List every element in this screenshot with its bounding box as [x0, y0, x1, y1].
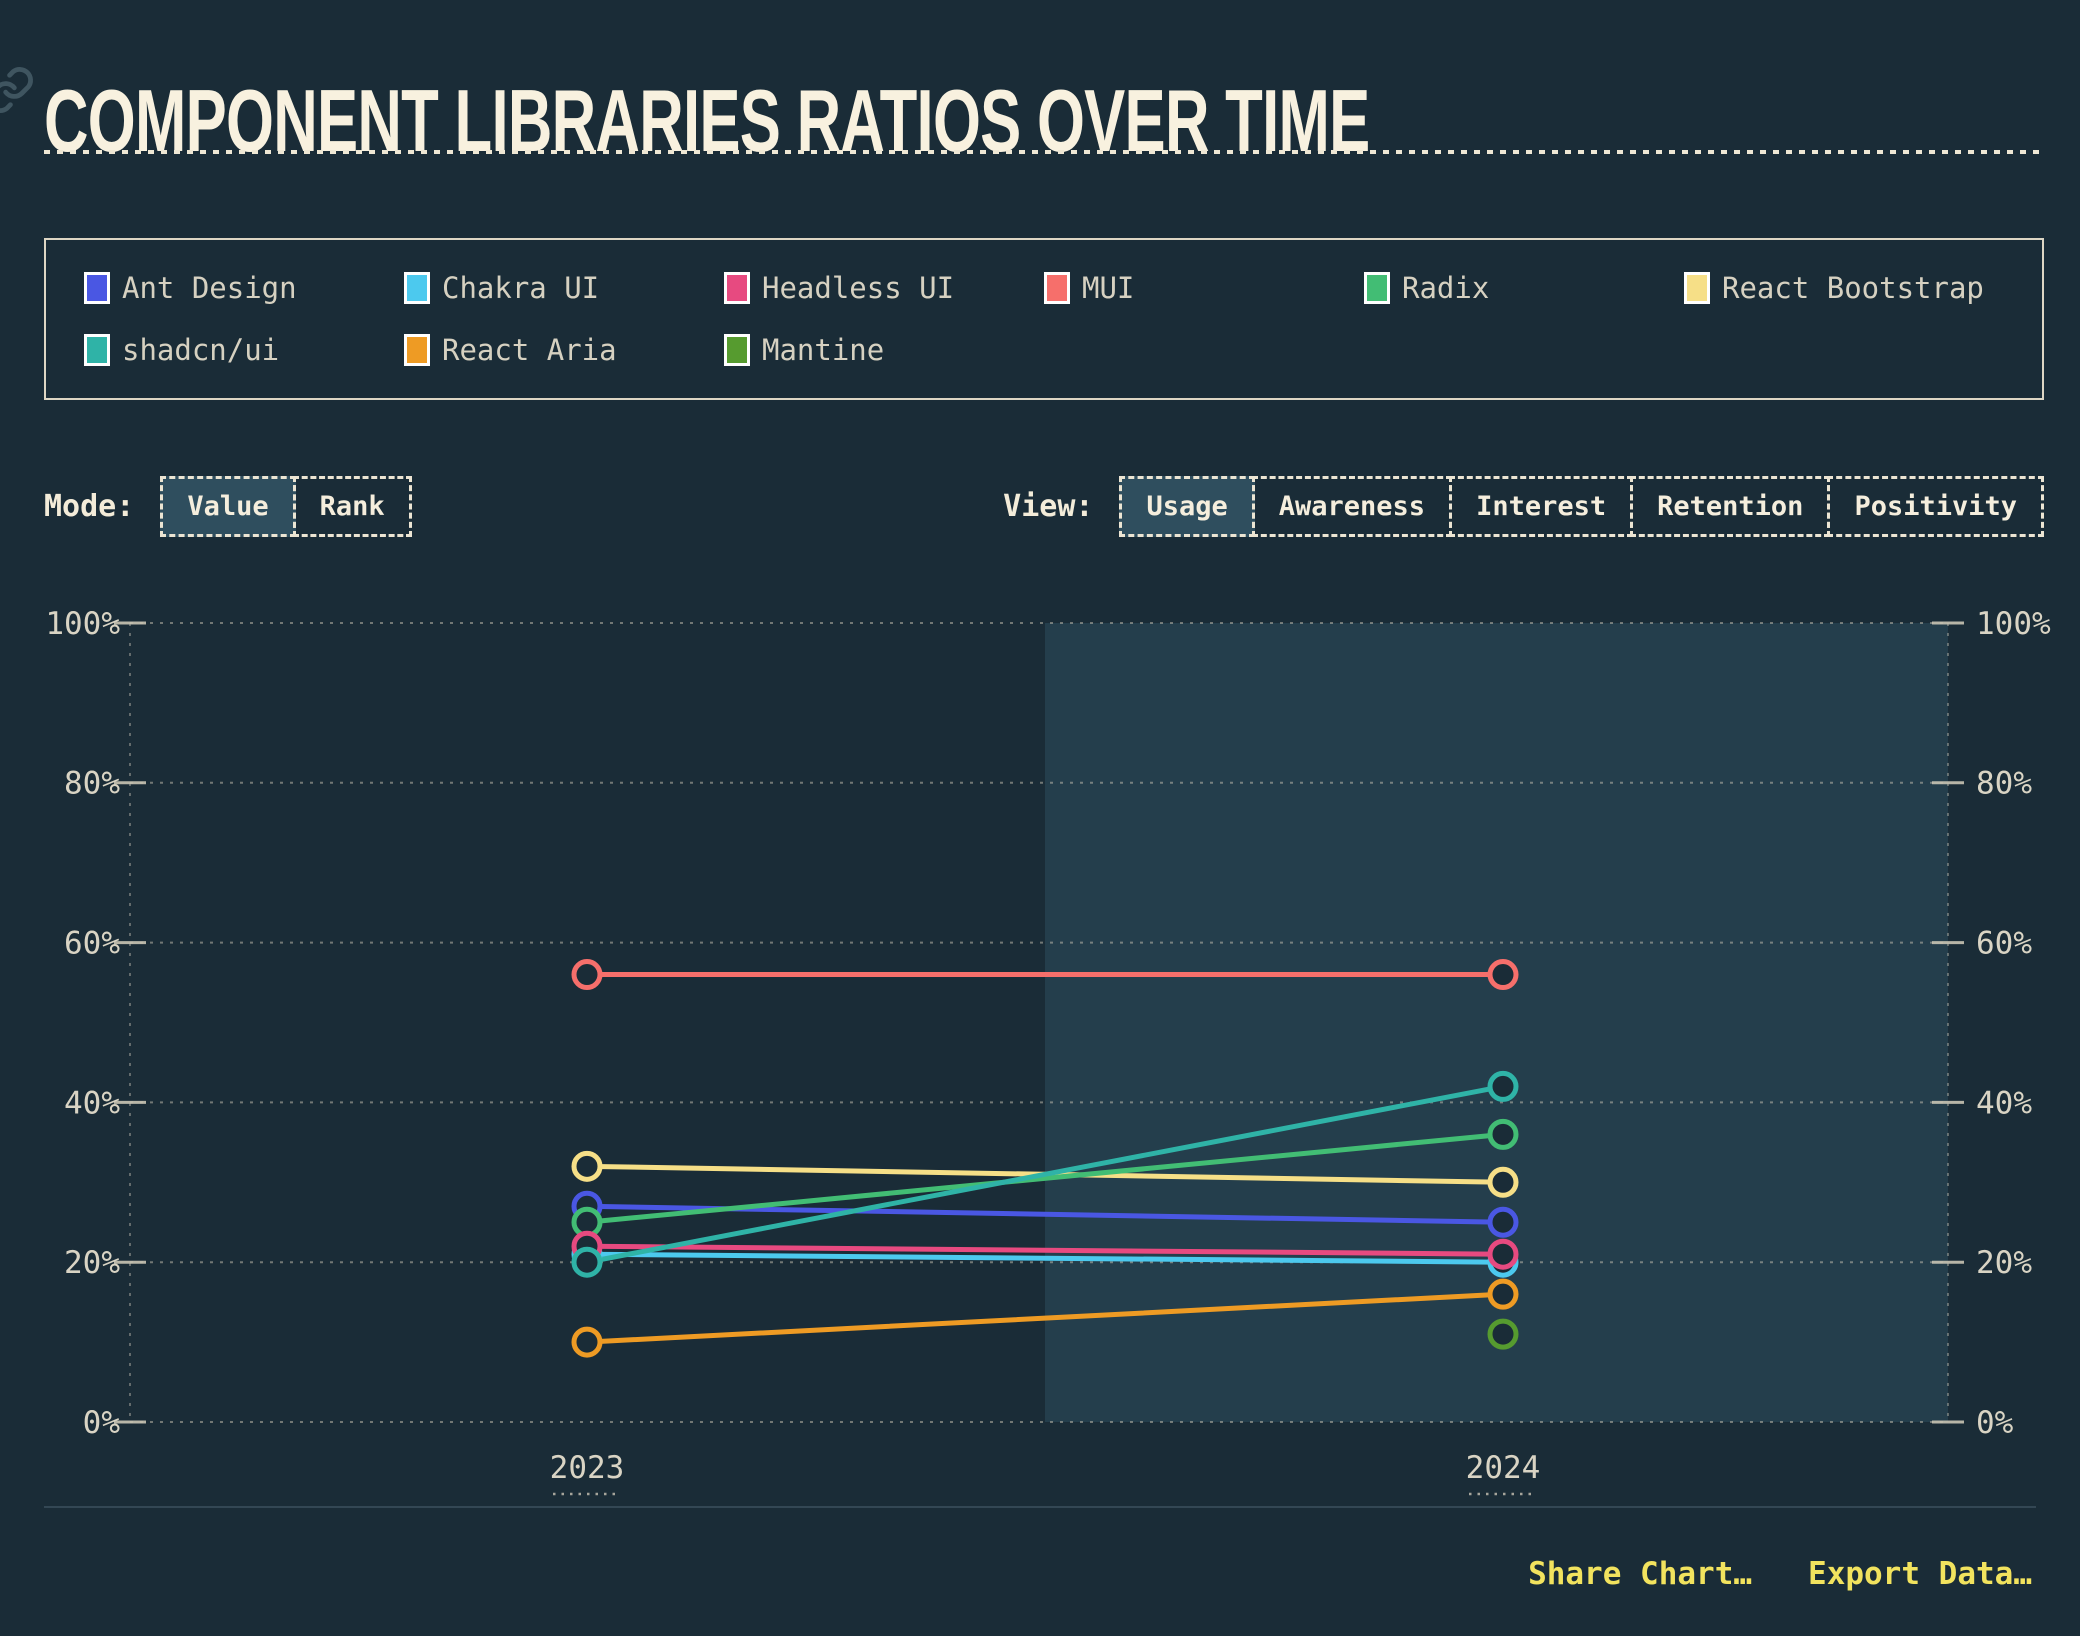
y-axis-label-right: 20%	[1976, 1245, 2032, 1281]
data-point-ant-design-2024[interactable]	[1487, 1206, 1519, 1238]
data-point-shadcn-ui-2023[interactable]	[571, 1246, 603, 1278]
y-axis-label-left: 60%	[64, 925, 120, 961]
data-point-mui-2023[interactable]	[571, 959, 603, 991]
data-point-headless-ui-2024[interactable]	[1487, 1238, 1519, 1270]
legend-swatch	[1684, 272, 1710, 304]
y-axis-label-right: 100%	[1976, 606, 2051, 642]
mode-button-group: Value Rank	[160, 476, 412, 537]
series-line-headless-ui	[584, 1243, 1506, 1257]
x-axis-label-2024[interactable]: 2024	[1466, 1450, 1541, 1486]
data-point-radix-2024[interactable]	[1487, 1118, 1519, 1150]
data-point-react-bootstrap-2024[interactable]	[1487, 1166, 1519, 1198]
data-point-react-bootstrap-2023[interactable]	[571, 1150, 603, 1182]
legend-item-mantine[interactable]: Mantine	[724, 333, 1044, 367]
data-point-mantine-2024[interactable]	[1487, 1318, 1519, 1350]
y-axis-label-right: 0%	[1976, 1405, 2014, 1441]
legend-item-label: React Aria	[442, 333, 617, 367]
mode-label: Mode:	[44, 489, 135, 524]
y-axis-label-right: 60%	[1976, 925, 2032, 961]
legend-item-label: Ant Design	[122, 271, 297, 305]
legend-item-label: Headless UI	[762, 271, 955, 305]
y-axis-label-left: 0%	[83, 1405, 121, 1441]
legend-swatch	[1364, 272, 1390, 304]
data-point-mui-2024[interactable]	[1487, 959, 1519, 991]
legend-item-label: Radix	[1402, 271, 1490, 305]
legend-item-react-aria[interactable]: React Aria	[404, 333, 724, 367]
footer-links: Share Chart… Export Data…	[1528, 1556, 2032, 1592]
y-axis-label-right: 40%	[1976, 1085, 2032, 1121]
series-line-chakra-ui	[584, 1251, 1506, 1265]
share-chart-link[interactable]: Share Chart…	[1528, 1556, 1753, 1592]
view-label: View:	[1003, 489, 1094, 524]
data-point-react-aria-2023[interactable]	[571, 1326, 603, 1358]
y-axis-label-left: 80%	[64, 766, 120, 802]
data-point-react-aria-2024[interactable]	[1487, 1278, 1519, 1310]
legend-item-mui[interactable]: MUI	[1044, 271, 1364, 305]
x-axis-label-2023[interactable]: 2023	[550, 1450, 625, 1486]
legend-swatch	[724, 272, 750, 304]
page-title: COMPONENT LIBRARIES RATIOS OVER TIME	[44, 70, 1370, 170]
legend-item-ant-design[interactable]: Ant Design	[84, 271, 404, 305]
y-axis-label-left: 20%	[64, 1245, 120, 1281]
legend-item-headless-ui[interactable]: Headless UI	[724, 271, 1044, 305]
legend-item-label: Mantine	[762, 333, 885, 367]
mode-button-value[interactable]: Value	[160, 476, 296, 537]
view-control: View: Usage Awareness Interest Retention Pos…	[1003, 476, 2044, 537]
legend-swatch	[724, 334, 750, 366]
series-line-shadcn-ui	[584, 1083, 1506, 1265]
series-line-react-aria	[584, 1291, 1506, 1345]
legend-swatch	[84, 334, 110, 366]
y-axis-label-right: 80%	[1976, 766, 2032, 802]
legend-item-label: MUI	[1082, 271, 1135, 305]
series-line-radix	[584, 1131, 1506, 1225]
export-data-link[interactable]: Export Data…	[1808, 1556, 2032, 1592]
link-icon[interactable]	[0, 64, 36, 116]
legend-item-radix[interactable]: Radix	[1364, 271, 1684, 305]
title-divider	[44, 150, 2044, 154]
view-tab-positivity[interactable]: Positivity	[1827, 476, 2044, 537]
legend-item-react-bootstrap[interactable]: React Bootstrap	[1684, 271, 2004, 305]
mode-button-rank[interactable]: Rank	[292, 476, 412, 537]
chart-legend: Ant Design Chakra UI Headless UI MUI Radix Re…	[44, 238, 2044, 400]
y-axis-label-left: 100%	[45, 606, 120, 642]
legend-item-label: React Bootstrap	[1722, 271, 1984, 305]
legend-swatch	[404, 272, 430, 304]
legend-swatch	[404, 334, 430, 366]
footer-divider	[44, 1506, 2036, 1508]
view-button-group: Usage Awareness Interest Retention Positivit…	[1119, 476, 2044, 537]
y-axis-label-left: 40%	[64, 1085, 120, 1121]
data-point-shadcn-ui-2024[interactable]	[1487, 1070, 1519, 1102]
mode-control: Mode: Value Rank	[44, 476, 412, 537]
legend-item-label: shadcn/ui	[122, 333, 280, 367]
legend-swatch	[1044, 272, 1070, 304]
legend-item-label: Chakra UI	[442, 271, 600, 305]
legend-item-chakra-ui[interactable]: Chakra UI	[404, 271, 724, 305]
legend-swatch	[84, 272, 110, 304]
legend-item-shadcn-ui[interactable]: shadcn/ui	[84, 333, 404, 367]
